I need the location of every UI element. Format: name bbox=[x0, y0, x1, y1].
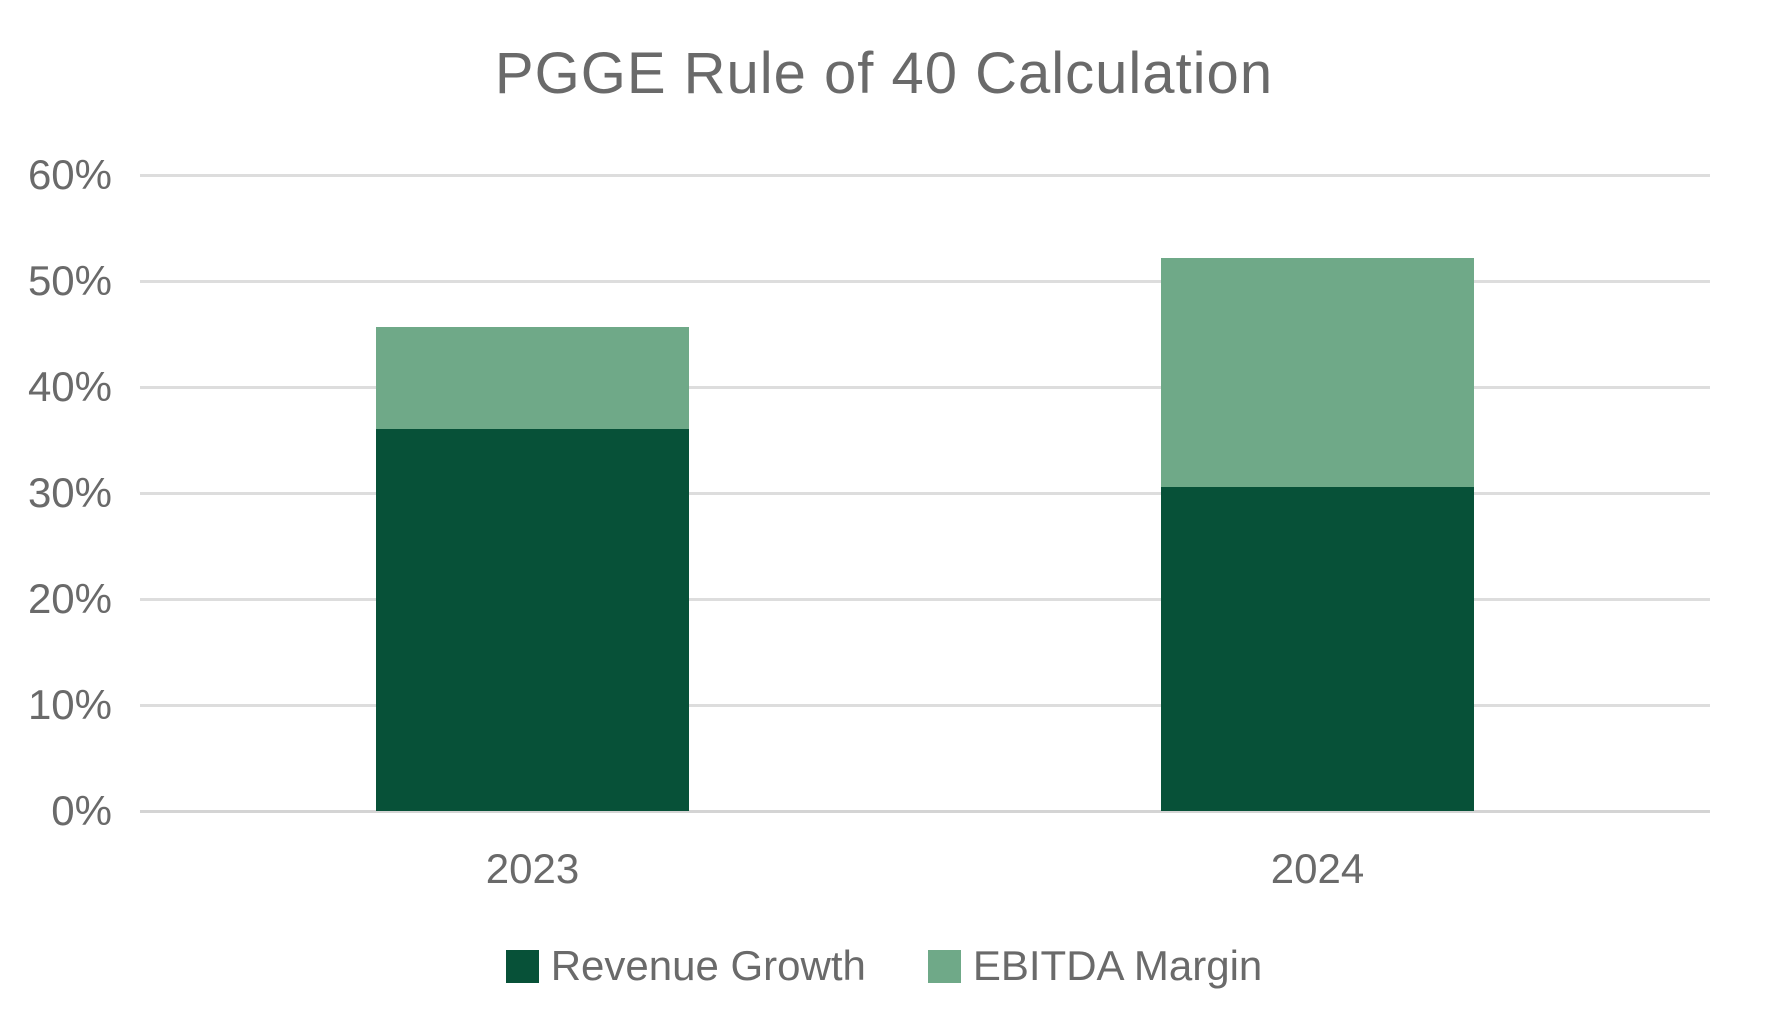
bar-2023-ebitda-margin bbox=[376, 326, 689, 430]
gridline-0 bbox=[140, 809, 1710, 813]
y-axis-tick-label: 60% bbox=[27, 151, 112, 198]
y-axis-tick-label: 50% bbox=[27, 257, 112, 304]
gridline-60 bbox=[140, 173, 1710, 177]
y-axis-tick-label: 30% bbox=[27, 469, 112, 516]
gridline-50 bbox=[140, 279, 1710, 283]
gridline-20 bbox=[140, 597, 1710, 601]
plot-area bbox=[140, 173, 1710, 813]
chart-title: PGGE Rule of 40 Calculation bbox=[494, 41, 1274, 106]
legend-label: Revenue Growth bbox=[550, 942, 866, 989]
legend-label: EBITDA Margin bbox=[972, 942, 1263, 989]
legend-swatch bbox=[927, 949, 961, 983]
x-axis-tick-label: 2023 bbox=[485, 845, 580, 892]
gridline-10 bbox=[140, 703, 1710, 707]
bar-2024-revenue-growth bbox=[1161, 486, 1474, 811]
legend-swatch bbox=[505, 949, 539, 983]
legend-item-ebitda-margin: EBITDA Margin bbox=[927, 942, 1263, 990]
gridline-30 bbox=[140, 491, 1710, 495]
y-axis-tick-label: 10% bbox=[27, 681, 112, 728]
legend: Revenue Growth EBITDA Margin bbox=[0, 942, 1768, 990]
bar-2024-ebitda-margin bbox=[1161, 257, 1474, 487]
bar-2023-revenue-growth bbox=[376, 429, 689, 811]
y-axis-tick-label: 0% bbox=[51, 787, 112, 834]
gridline-40 bbox=[140, 385, 1710, 389]
legend-item-revenue-growth: Revenue Growth bbox=[505, 942, 866, 990]
x-axis-tick-label: 2024 bbox=[1270, 845, 1365, 892]
y-axis-tick-label: 20% bbox=[27, 575, 112, 622]
y-axis-tick-label: 40% bbox=[27, 363, 112, 410]
